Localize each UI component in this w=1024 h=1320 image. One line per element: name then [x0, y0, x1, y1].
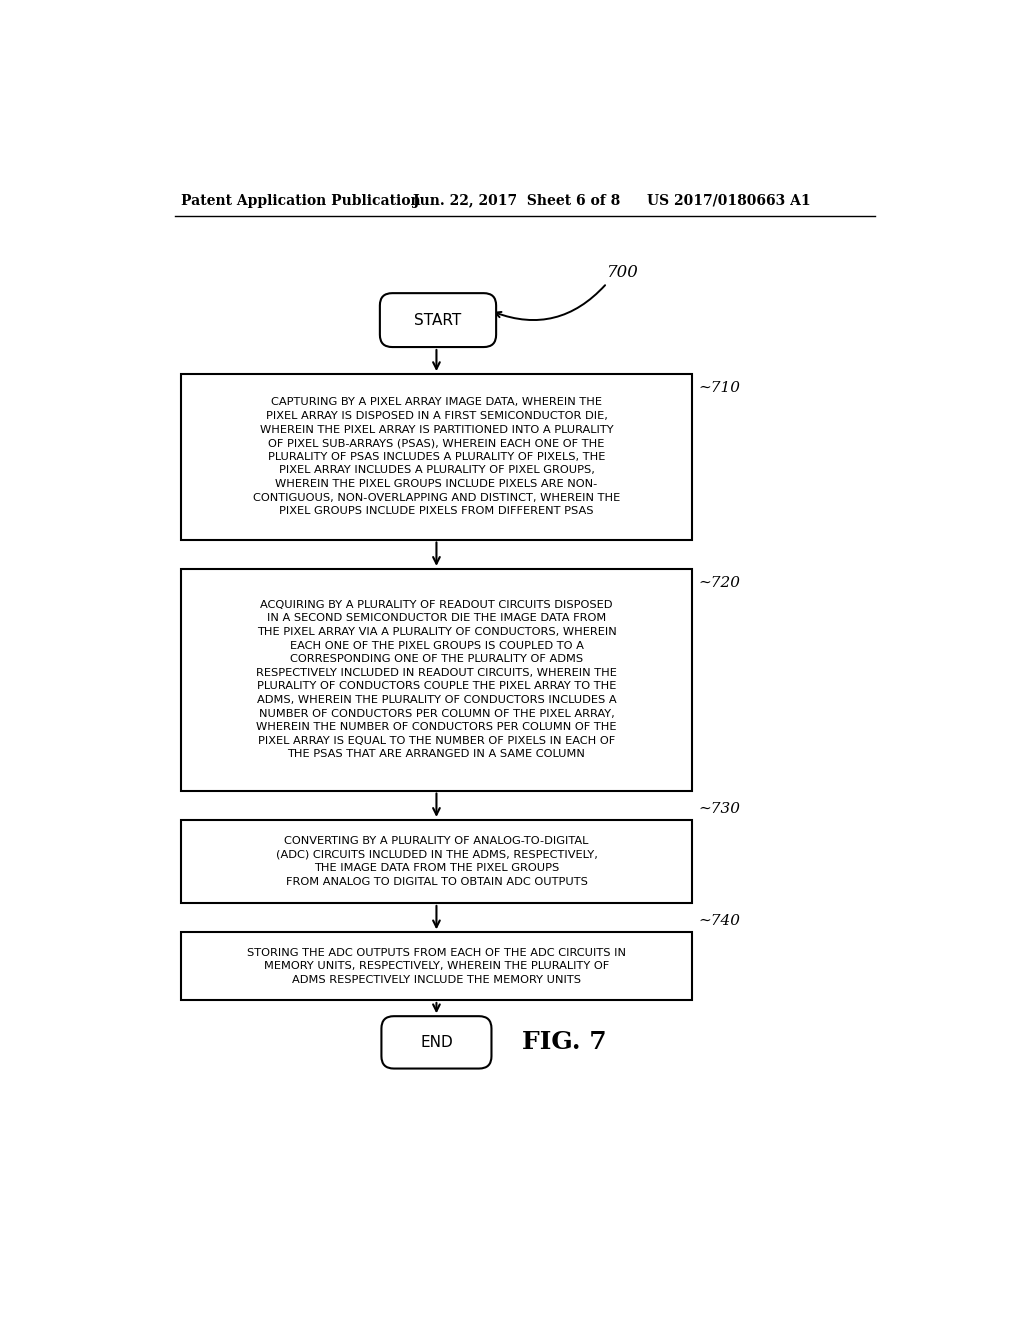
Text: CAPTURING BY A PIXEL ARRAY IMAGE DATA, WHEREIN THE
PIXEL ARRAY IS DISPOSED IN A : CAPTURING BY A PIXEL ARRAY IMAGE DATA, W…: [253, 397, 621, 516]
FancyBboxPatch shape: [180, 374, 692, 540]
Text: ∼730: ∼730: [698, 803, 740, 816]
Text: END: END: [420, 1035, 453, 1049]
FancyBboxPatch shape: [180, 820, 692, 903]
Text: ∼710: ∼710: [698, 381, 740, 395]
Text: 700: 700: [607, 264, 639, 281]
Text: FIG. 7: FIG. 7: [521, 1031, 606, 1055]
Text: START: START: [415, 313, 462, 327]
FancyBboxPatch shape: [180, 932, 692, 1001]
Text: ∼740: ∼740: [698, 915, 740, 928]
FancyBboxPatch shape: [381, 1016, 492, 1069]
Text: STORING THE ADC OUTPUTS FROM EACH OF THE ADC CIRCUITS IN
MEMORY UNITS, RESPECTIV: STORING THE ADC OUTPUTS FROM EACH OF THE…: [247, 948, 626, 985]
Text: Patent Application Publication: Patent Application Publication: [180, 194, 420, 207]
Text: US 2017/0180663 A1: US 2017/0180663 A1: [647, 194, 811, 207]
Text: ACQUIRING BY A PLURALITY OF READOUT CIRCUITS DISPOSED
IN A SECOND SEMICONDUCTOR : ACQUIRING BY A PLURALITY OF READOUT CIRC…: [256, 599, 616, 759]
Text: ∼720: ∼720: [698, 576, 740, 590]
FancyBboxPatch shape: [380, 293, 496, 347]
FancyBboxPatch shape: [180, 569, 692, 791]
FancyArrowPatch shape: [496, 285, 605, 319]
Text: CONVERTING BY A PLURALITY OF ANALOG-TO-DIGITAL
(ADC) CIRCUITS INCLUDED IN THE AD: CONVERTING BY A PLURALITY OF ANALOG-TO-D…: [275, 836, 597, 887]
Text: Jun. 22, 2017  Sheet 6 of 8: Jun. 22, 2017 Sheet 6 of 8: [414, 194, 621, 207]
